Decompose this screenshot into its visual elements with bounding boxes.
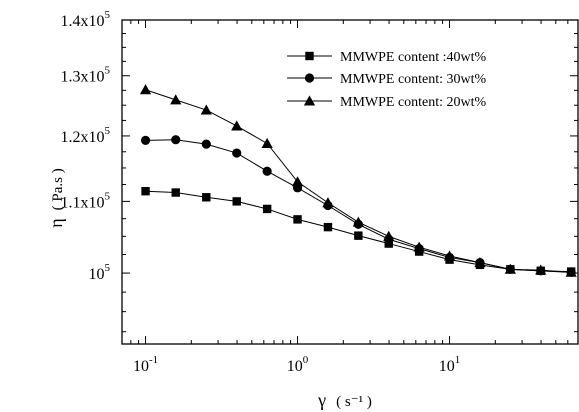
data-point bbox=[291, 176, 304, 187]
x-tick-label: 10-1 bbox=[133, 354, 158, 375]
data-point bbox=[231, 120, 243, 131]
data-point bbox=[201, 139, 211, 149]
data-point bbox=[261, 137, 273, 148]
series-square bbox=[141, 186, 576, 276]
data-point bbox=[139, 84, 152, 95]
data-series bbox=[139, 84, 577, 277]
series-line bbox=[145, 139, 572, 273]
data-point bbox=[565, 266, 577, 277]
x-axis-label: γ( s⁻¹ ) bbox=[317, 390, 372, 410]
data-point bbox=[504, 263, 516, 274]
data-point bbox=[200, 104, 212, 115]
legend-label: MMWPE content: 20wt% bbox=[340, 95, 487, 110]
legend-item: MMWPE content: 30wt% bbox=[287, 72, 487, 87]
data-point bbox=[171, 188, 180, 197]
series-circle bbox=[140, 135, 576, 277]
data-point bbox=[202, 193, 211, 202]
data-point bbox=[323, 222, 333, 232]
data-point bbox=[413, 241, 425, 252]
legend-label: MMWPE content: 30wt% bbox=[340, 72, 487, 87]
y-tick-label: 1.4x105 bbox=[61, 9, 111, 30]
y-tick-label: 1.2x105 bbox=[61, 125, 111, 146]
data-point bbox=[293, 215, 302, 224]
data-point bbox=[232, 197, 241, 206]
legend-marker bbox=[303, 95, 316, 106]
data-point bbox=[535, 264, 547, 275]
data-point bbox=[140, 135, 151, 145]
data-point bbox=[262, 204, 272, 214]
series-triangle bbox=[139, 84, 577, 277]
data-point bbox=[141, 186, 150, 196]
y-tick-label: 1.3x105 bbox=[61, 65, 111, 86]
legend-item: MMWPE content :40wt% bbox=[287, 50, 487, 65]
legend-label: MMWPE content :40wt% bbox=[340, 50, 487, 65]
y-axis-label: η( Pa.s ) bbox=[46, 168, 66, 228]
data-point bbox=[322, 197, 334, 208]
data-point bbox=[383, 230, 395, 241]
data-point bbox=[352, 216, 364, 227]
series-line bbox=[145, 89, 572, 273]
y-tick-label: 105 bbox=[89, 262, 111, 283]
data-point bbox=[170, 94, 182, 105]
legend-item: MMWPE content: 20wt% bbox=[287, 95, 487, 110]
data-point bbox=[232, 148, 242, 158]
x-tick-label: 101 bbox=[439, 354, 461, 375]
legend-marker bbox=[304, 73, 315, 83]
series-line bbox=[145, 190, 572, 273]
plot-axes bbox=[121, 19, 579, 345]
plot-frame bbox=[121, 19, 579, 345]
data-point bbox=[443, 250, 456, 261]
legend: MMWPE content :40wt% MMWPE content: 30wt%… bbox=[287, 50, 487, 110]
data-point bbox=[354, 231, 363, 240]
axis-ticks: 10-1 100 101 105 1.1x105 1.2x105 1.3x105 1.4x10… bbox=[61, 9, 579, 375]
data-point bbox=[262, 166, 272, 176]
x-tick-label: 100 bbox=[287, 354, 309, 375]
y-tick-label: 1.1x105 bbox=[61, 190, 111, 211]
legend-marker bbox=[305, 51, 314, 61]
data-point bbox=[171, 135, 181, 145]
data-point bbox=[474, 257, 486, 268]
